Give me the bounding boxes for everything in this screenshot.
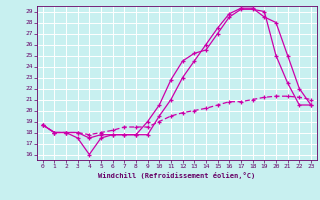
X-axis label: Windchill (Refroidissement éolien,°C): Windchill (Refroidissement éolien,°C) xyxy=(98,172,255,179)
